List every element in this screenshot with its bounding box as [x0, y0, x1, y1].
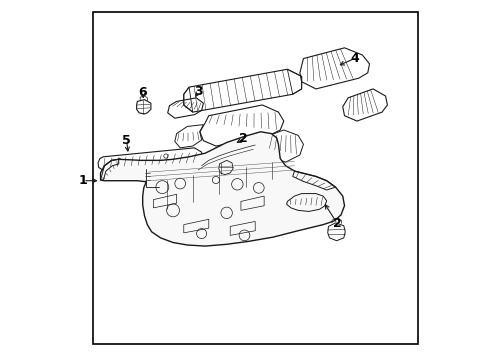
Polygon shape — [101, 132, 344, 246]
Text: 6: 6 — [138, 86, 147, 99]
Text: 1: 1 — [79, 174, 87, 187]
Text: 3: 3 — [194, 85, 203, 98]
Text: 2: 2 — [332, 217, 341, 230]
Text: 4: 4 — [349, 52, 358, 65]
Text: 2: 2 — [239, 132, 247, 145]
Text: 5: 5 — [122, 134, 131, 147]
